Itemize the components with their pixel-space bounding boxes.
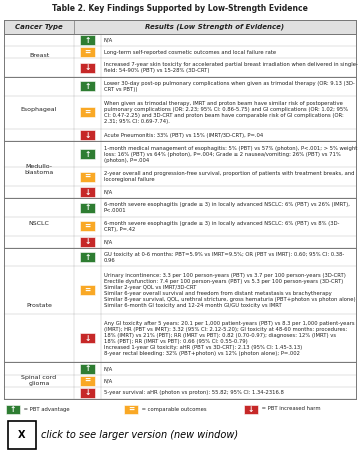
Bar bbox=[80, 130, 95, 140]
Text: Medullo-
blastoma: Medullo- blastoma bbox=[24, 164, 54, 175]
Bar bbox=[80, 363, 95, 374]
Bar bbox=[80, 203, 95, 212]
Text: Acute Pneumonitis: 33% (PBT) vs 15% (IMRT/3D-CRT), P=.04: Acute Pneumonitis: 33% (PBT) vs 15% (IMR… bbox=[104, 133, 263, 138]
Text: =: = bbox=[84, 286, 91, 295]
Text: = PBT increased harm: = PBT increased harm bbox=[260, 406, 321, 411]
Text: N/A: N/A bbox=[104, 378, 113, 383]
Text: ↓: ↓ bbox=[248, 404, 254, 413]
Text: Lower 30-day post-op pulmonary complications when given as trimodal therapy (OR:: Lower 30-day post-op pulmonary complicat… bbox=[104, 81, 355, 92]
Text: =: = bbox=[84, 376, 91, 385]
Bar bbox=[80, 221, 95, 231]
Bar bbox=[80, 47, 95, 57]
Text: =: = bbox=[84, 172, 91, 181]
Text: When given as trimodal therapy, IMRT and proton beam have similar risk of postop: When given as trimodal therapy, IMRT and… bbox=[104, 101, 348, 124]
Text: N/A: N/A bbox=[104, 366, 113, 371]
Bar bbox=[80, 81, 95, 92]
Text: 1-month medical management of esophagitis: 5% (PBT) vs 57% (photon), P<.001; > 5: 1-month medical management of esophagiti… bbox=[104, 146, 357, 163]
Text: Cancer Type: Cancer Type bbox=[15, 24, 63, 30]
Text: Prostate: Prostate bbox=[26, 303, 52, 308]
Text: click to see larger version (new window): click to see larger version (new window) bbox=[41, 430, 238, 440]
Text: X: X bbox=[18, 430, 26, 440]
Text: ↓: ↓ bbox=[84, 131, 91, 140]
Text: Any GI toxicity after 5 years: 20.1 per 1,000 patient-years (PBT) vs 8.3 per 1,0: Any GI toxicity after 5 years: 20.1 per … bbox=[104, 321, 355, 356]
Text: = PBT advantage: = PBT advantage bbox=[22, 406, 69, 411]
Bar bbox=[80, 388, 95, 398]
Bar bbox=[244, 404, 258, 413]
Text: GU toxicity at 0-6 months: PBT=5.9% vs IMRT=9.5%; OR (PBT vs IMRT): 0.60; 95% CI: GU toxicity at 0-6 months: PBT=5.9% vs I… bbox=[104, 252, 344, 262]
Text: ↑: ↑ bbox=[84, 150, 91, 159]
Text: 6-month severe esophagitis (grade ≥ 3) in locally advanced NSCLC: 6% (PBT) vs 8%: 6-month severe esophagitis (grade ≥ 3) i… bbox=[104, 221, 339, 232]
Text: =: = bbox=[84, 108, 91, 117]
Text: Urinary incontinence: 3.3 per 100 person-years (PBT) vs 3.7 per 100 person-years: Urinary incontinence: 3.3 per 100 person… bbox=[104, 273, 356, 308]
Text: =: = bbox=[128, 404, 134, 413]
Text: ↑: ↑ bbox=[84, 35, 91, 44]
Bar bbox=[80, 172, 95, 182]
Text: NSCLC: NSCLC bbox=[28, 220, 49, 226]
Text: Results (Low Strength of Evidence): Results (Low Strength of Evidence) bbox=[145, 24, 284, 30]
Text: ↑: ↑ bbox=[84, 203, 91, 212]
Text: ↓: ↓ bbox=[84, 389, 91, 397]
Text: ↓: ↓ bbox=[84, 63, 91, 72]
Text: Long-term self-reported cosmetic outcomes and local failure rate: Long-term self-reported cosmetic outcome… bbox=[104, 50, 276, 55]
Text: N/A: N/A bbox=[104, 190, 113, 195]
Bar bbox=[80, 63, 95, 73]
Text: ↓: ↓ bbox=[84, 334, 91, 343]
Bar bbox=[124, 404, 138, 413]
Text: Spinal cord
glioma: Spinal cord glioma bbox=[22, 375, 57, 386]
Bar bbox=[80, 252, 95, 262]
Bar bbox=[8, 421, 36, 449]
Text: Table 2. Key Findings Supported by Low-Strength Evidence: Table 2. Key Findings Supported by Low-S… bbox=[52, 4, 308, 13]
Text: ↑: ↑ bbox=[84, 364, 91, 373]
Bar bbox=[80, 149, 95, 159]
Text: ↓: ↓ bbox=[84, 188, 91, 197]
Text: Esophageal: Esophageal bbox=[21, 106, 57, 112]
Text: Increased 7-year skin toxicity for accelerated partial breast irradiation when d: Increased 7-year skin toxicity for accel… bbox=[104, 62, 358, 73]
Bar bbox=[80, 237, 95, 247]
Text: ↑: ↑ bbox=[84, 82, 91, 91]
Text: = comparable outcomes: = comparable outcomes bbox=[140, 406, 207, 411]
Text: =: = bbox=[84, 48, 91, 57]
Text: N/A: N/A bbox=[104, 38, 113, 42]
Text: Breast: Breast bbox=[29, 53, 49, 58]
Text: =: = bbox=[84, 222, 91, 231]
Text: 2-year overall and progression-free survival, proportion of patients with treatm: 2-year overall and progression-free surv… bbox=[104, 171, 355, 182]
Text: 5-year survival: aHR (photon vs proton): 55.82; 95% CI: 1.34-2316.8: 5-year survival: aHR (photon vs proton):… bbox=[104, 390, 284, 396]
Bar bbox=[80, 285, 95, 296]
Text: 6-month severe esophagitis (grade ≥ 3) in locally advanced NSCLC: 6% (PBT) vs 26: 6-month severe esophagitis (grade ≥ 3) i… bbox=[104, 202, 350, 213]
Bar bbox=[6, 404, 20, 413]
Text: ↑: ↑ bbox=[84, 253, 91, 262]
Bar bbox=[80, 187, 95, 197]
Bar bbox=[80, 35, 95, 45]
Bar bbox=[4, 20, 356, 34]
Text: ↑: ↑ bbox=[10, 404, 16, 413]
Text: ↓: ↓ bbox=[84, 237, 91, 246]
Bar bbox=[80, 376, 95, 386]
Bar bbox=[80, 333, 95, 343]
Text: N/A: N/A bbox=[104, 239, 113, 244]
Bar bbox=[80, 107, 95, 117]
